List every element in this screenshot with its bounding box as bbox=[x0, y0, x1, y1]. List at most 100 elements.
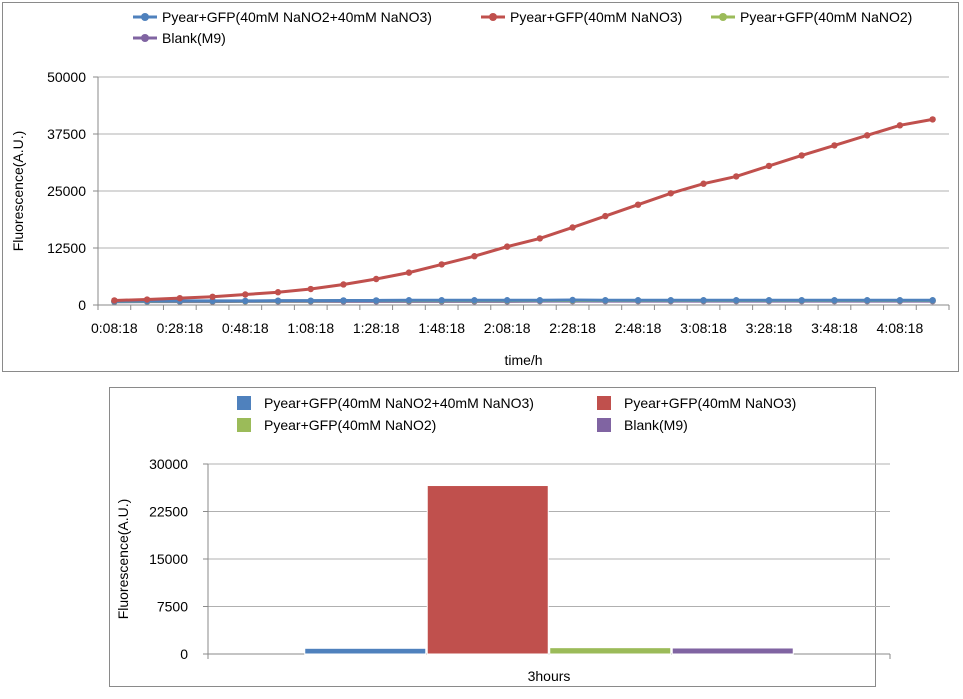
y-tick-label: 25000 bbox=[47, 183, 86, 199]
data-point bbox=[471, 297, 478, 304]
data-point bbox=[863, 297, 871, 304]
legend-swatch bbox=[237, 418, 251, 432]
data-point bbox=[143, 296, 151, 303]
data-point bbox=[373, 297, 380, 304]
legend-swatch bbox=[237, 396, 251, 410]
data-point bbox=[634, 201, 642, 208]
y-tick-label: 37500 bbox=[47, 126, 86, 142]
legend-label: Blank(M9) bbox=[162, 30, 226, 46]
y-tick-label: 15000 bbox=[149, 551, 188, 567]
x-tick-label: 3:48:18 bbox=[811, 320, 858, 336]
data-point bbox=[602, 297, 609, 304]
legend-marker-dot bbox=[141, 13, 149, 21]
data-point bbox=[602, 212, 609, 220]
x-tick-label: 3hours bbox=[528, 668, 571, 684]
bar bbox=[426, 485, 549, 655]
x-tick-label: 0:48:18 bbox=[222, 320, 269, 336]
legend-swatch bbox=[597, 396, 611, 410]
y-tick-label: 0 bbox=[78, 297, 86, 313]
bar-chart-panel: 0 7500 15000 22500 30000 3hours Fluorescence(A… bbox=[109, 387, 891, 687]
x-tick-label: 2:48:18 bbox=[615, 320, 662, 336]
data-point bbox=[438, 297, 445, 304]
x-tick-label: 2:28:18 bbox=[549, 320, 596, 336]
data-point bbox=[340, 281, 347, 288]
data-point bbox=[438, 261, 445, 268]
bar bbox=[304, 647, 427, 655]
data-point bbox=[896, 297, 904, 304]
data-point bbox=[242, 291, 249, 298]
data-point bbox=[209, 293, 216, 300]
x-axis-label: time/h bbox=[504, 352, 542, 368]
data-point bbox=[176, 294, 184, 302]
data-point bbox=[503, 243, 511, 250]
data-point bbox=[733, 173, 740, 180]
data-point bbox=[536, 297, 544, 304]
x-tick-label: 3:08:18 bbox=[680, 320, 727, 336]
data-point bbox=[405, 297, 413, 304]
data-point bbox=[274, 289, 282, 296]
x-tick-label: 2:08:18 bbox=[484, 320, 531, 336]
data-point bbox=[569, 296, 576, 304]
bar bbox=[671, 647, 794, 655]
legend-marker-dot bbox=[719, 13, 727, 21]
data-point bbox=[405, 269, 413, 276]
x-tick-label: 1:48:18 bbox=[418, 320, 465, 336]
data-point bbox=[929, 297, 936, 304]
data-point bbox=[242, 297, 249, 305]
data-point bbox=[863, 132, 871, 139]
data-point bbox=[373, 275, 380, 283]
data-point bbox=[831, 297, 838, 304]
legend-label: Pyear+GFP(40mM NaNO3) bbox=[624, 395, 796, 411]
x-tick-label: 0:28:18 bbox=[156, 320, 203, 336]
x-tick-label: 0:08:18 bbox=[91, 320, 138, 336]
y-tick-label: 12500 bbox=[47, 240, 86, 256]
data-point bbox=[667, 190, 674, 197]
data-point bbox=[765, 162, 773, 170]
data-point bbox=[340, 297, 347, 304]
data-point bbox=[896, 122, 904, 129]
legend-marker-dot bbox=[141, 34, 149, 42]
x-tick-label: 4:08:18 bbox=[877, 320, 924, 336]
data-point bbox=[111, 297, 118, 304]
legend-label: Pyear+GFP(40mM NaNO2+40mM NaNO3) bbox=[264, 395, 534, 411]
data-point bbox=[536, 235, 544, 242]
legend-label: Blank(M9) bbox=[624, 417, 688, 433]
bar bbox=[549, 647, 672, 655]
line-chart-panel: 0 12500 25000 37500 50000 0:08:18 0:28:18 0:48:… bbox=[2, 2, 959, 372]
legend-marker-dot bbox=[489, 13, 497, 21]
series-line bbox=[114, 298, 933, 303]
legend-swatch bbox=[597, 418, 611, 432]
y-tick-label: 22500 bbox=[149, 504, 188, 520]
x-tick-label: 1:08:18 bbox=[287, 320, 334, 336]
line-chart: 0 12500 25000 37500 50000 0:08:18 0:28:18 0:48:… bbox=[10, 9, 950, 368]
data-point bbox=[503, 297, 511, 304]
bar-chart: 0 7500 15000 22500 30000 3hours Fluorescence(A… bbox=[115, 395, 891, 684]
legend-label: Pyear+GFP(40mM NaNO3) bbox=[510, 9, 682, 25]
data-point bbox=[700, 297, 707, 304]
data-point bbox=[798, 297, 805, 304]
data-point bbox=[307, 285, 314, 293]
y-tick-label: 0 bbox=[180, 646, 188, 662]
legend-label: Pyear+GFP(40mM NaNO2) bbox=[264, 417, 436, 433]
y-tick-label: 30000 bbox=[149, 456, 188, 472]
y-tick-label: 7500 bbox=[157, 599, 188, 615]
data-point bbox=[569, 224, 576, 231]
data-point bbox=[798, 152, 805, 159]
series-line bbox=[114, 117, 933, 302]
data-point bbox=[471, 253, 478, 260]
x-tick-label: 1:28:18 bbox=[353, 320, 400, 336]
data-point bbox=[831, 142, 838, 149]
data-point bbox=[929, 116, 936, 123]
y-axis-label: Fluorescence(A.U.) bbox=[10, 131, 26, 252]
data-point bbox=[765, 297, 773, 304]
data-point bbox=[307, 297, 314, 304]
data-point bbox=[733, 297, 740, 304]
data-point bbox=[667, 297, 674, 304]
y-axis-label: Fluorescence(A.U.) bbox=[115, 499, 131, 620]
data-point bbox=[700, 180, 707, 187]
y-tick-label: 50000 bbox=[47, 69, 86, 85]
legend-label: Pyear+GFP(40mM NaNO2+40mM NaNO3) bbox=[162, 9, 432, 25]
data-point bbox=[274, 297, 282, 304]
data-point bbox=[634, 297, 642, 304]
legend-label: Pyear+GFP(40mM NaNO2) bbox=[740, 9, 912, 25]
